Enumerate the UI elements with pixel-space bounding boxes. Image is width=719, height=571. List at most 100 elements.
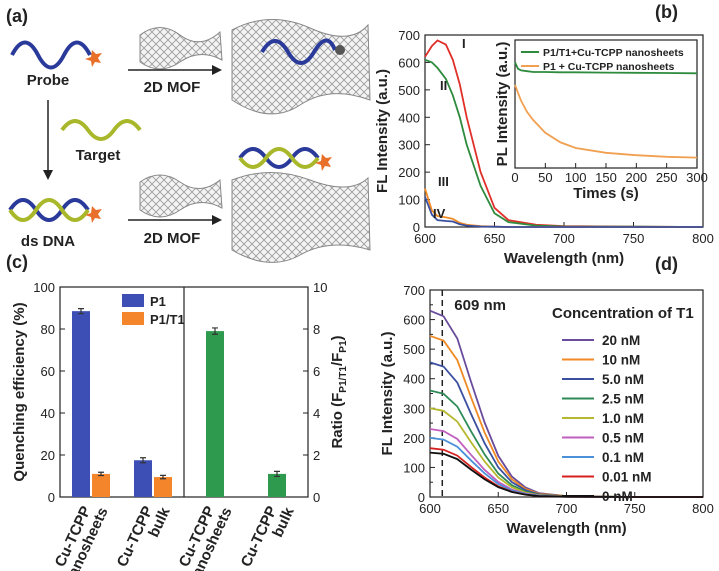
error-bar bbox=[140, 457, 146, 464]
error-bar bbox=[212, 327, 218, 335]
quenched-dye bbox=[335, 45, 345, 55]
fluorophore bbox=[315, 154, 332, 171]
y-axis-label: Quenching efficiency (%) bbox=[11, 302, 28, 481]
y2-axis-label-part: ) bbox=[329, 335, 346, 340]
x-tick-label: 150 bbox=[595, 170, 617, 185]
y2-tick-label: 10 bbox=[313, 280, 327, 295]
y2-axis-label: Ratio (FP1/T1/FP1) bbox=[329, 335, 349, 448]
legend-title: Concentration of T1 bbox=[552, 305, 694, 322]
panel-label: (b) bbox=[655, 2, 678, 22]
legend-swatch bbox=[122, 312, 144, 325]
y-tick-label: 200 bbox=[403, 431, 425, 446]
x-axis-label: Times (s) bbox=[573, 185, 639, 202]
mof-sheet bbox=[139, 27, 223, 70]
legend-label: 2.5 nM bbox=[602, 392, 644, 407]
x-tick-label: Cu-TCPPnanosheets bbox=[171, 498, 236, 571]
mof-sheet bbox=[139, 174, 223, 218]
y-tick-label: 40 bbox=[41, 406, 55, 421]
y2-tick-label: 2 bbox=[313, 448, 320, 463]
y-tick-label: 100 bbox=[398, 193, 420, 208]
y2-axis-label-part: P1 bbox=[338, 340, 349, 353]
y-tick-label: 100 bbox=[33, 280, 55, 295]
reference-label: 609 nm bbox=[454, 297, 506, 314]
x-tick-label: 650 bbox=[487, 501, 509, 516]
bar bbox=[134, 460, 152, 497]
mof-sheet bbox=[231, 19, 371, 115]
x-tick-label-line: Cu-TCPP bbox=[238, 504, 281, 570]
bar bbox=[72, 311, 90, 497]
x-tick-label: 0 bbox=[511, 170, 518, 185]
legend-label: P1 + Cu-TCPP nanosheets bbox=[543, 61, 675, 73]
x-tick-label: 750 bbox=[623, 231, 645, 246]
x-tick-label: 700 bbox=[556, 501, 578, 516]
curve-label: IV bbox=[433, 206, 446, 221]
bar bbox=[268, 473, 286, 497]
legend-swatch bbox=[122, 294, 144, 307]
curve-label: I bbox=[462, 36, 466, 51]
legend-label: 1.0 nM bbox=[602, 411, 644, 426]
legend-label: P1 bbox=[150, 294, 166, 309]
legend-label: P1/T1 bbox=[150, 312, 185, 327]
probe-strand bbox=[10, 40, 92, 70]
legend-label: 10 nM bbox=[602, 353, 640, 368]
series-line bbox=[514, 84, 698, 159]
error-bar bbox=[78, 308, 84, 315]
legend-label: 0.1 nM bbox=[602, 450, 644, 465]
x-tick-label: 700 bbox=[553, 231, 575, 246]
error-bar bbox=[98, 471, 104, 477]
curve-label: III bbox=[438, 174, 449, 189]
y-tick-label: 300 bbox=[398, 138, 420, 153]
x-tick-label: 600 bbox=[419, 501, 441, 516]
x-axis-label: Wavelength (nm) bbox=[504, 250, 624, 267]
y2-axis-label-part: P1/T1 bbox=[338, 366, 349, 393]
legend-label: 5.0 nM bbox=[602, 372, 644, 387]
legend-label: 0.5 nM bbox=[602, 431, 644, 446]
mof-sheet bbox=[231, 172, 371, 263]
x-tick-label: 100 bbox=[565, 170, 587, 185]
x-tick-label: 650 bbox=[484, 231, 506, 246]
y-tick-label: 100 bbox=[403, 460, 425, 475]
error-bar bbox=[274, 470, 280, 478]
y-tick-label: 500 bbox=[398, 83, 420, 98]
x-tick-label-line: Cu-TCPP bbox=[114, 504, 157, 570]
curve-label: II bbox=[440, 78, 447, 93]
x-tick-label: 600 bbox=[414, 231, 436, 246]
bar bbox=[154, 477, 172, 497]
y-tick-label: 200 bbox=[398, 165, 420, 180]
dsdna-strand bbox=[8, 198, 90, 222]
y-axis-label: FL Intensity (a.u.) bbox=[374, 69, 391, 193]
x-tick-label: 800 bbox=[692, 231, 714, 246]
panel-a: (a) Probe 2D MOF Target ds DNA 2D MOF bbox=[6, 6, 371, 263]
fluorophore bbox=[85, 50, 102, 67]
y-tick-label: 300 bbox=[403, 401, 425, 416]
panel-label: (a) bbox=[6, 6, 28, 26]
probe-label: Probe bbox=[27, 72, 70, 89]
panel-label: (d) bbox=[655, 254, 678, 274]
y-tick-label: 80 bbox=[41, 322, 55, 337]
error-bar bbox=[160, 474, 166, 480]
y2-tick-label: 8 bbox=[313, 322, 320, 337]
x-tick-label: 750 bbox=[624, 501, 646, 516]
legend-label: 20 nM bbox=[602, 333, 640, 348]
dsdna-strand bbox=[8, 198, 90, 222]
y-tick-label: 700 bbox=[403, 283, 425, 298]
arrowhead bbox=[212, 65, 222, 75]
x-tick-label: 300 bbox=[686, 170, 708, 185]
x-tick-label: 800 bbox=[692, 501, 714, 516]
y-tick-label: 600 bbox=[398, 55, 420, 70]
x-tick-label: 50 bbox=[538, 170, 552, 185]
x-tick-label: 250 bbox=[656, 170, 678, 185]
arrowhead bbox=[212, 215, 222, 225]
fluorophore bbox=[85, 206, 102, 223]
y2-axis-label-part: Ratio (F bbox=[329, 393, 346, 449]
x-tick-label: 200 bbox=[625, 170, 647, 185]
y-tick-label: 400 bbox=[403, 372, 425, 387]
y-tick-label: 60 bbox=[41, 364, 55, 379]
x-tick-label: Cu-TCPPbulk bbox=[114, 497, 174, 571]
y-tick-label: 0 bbox=[418, 490, 425, 505]
y-tick-label: 20 bbox=[41, 448, 55, 463]
y-tick-label: 600 bbox=[403, 313, 425, 328]
legend-label: P1/T1+Cu-TCPP nanosheets bbox=[543, 47, 684, 59]
x-tick-label: Cu-TCPPbulk bbox=[238, 497, 298, 571]
